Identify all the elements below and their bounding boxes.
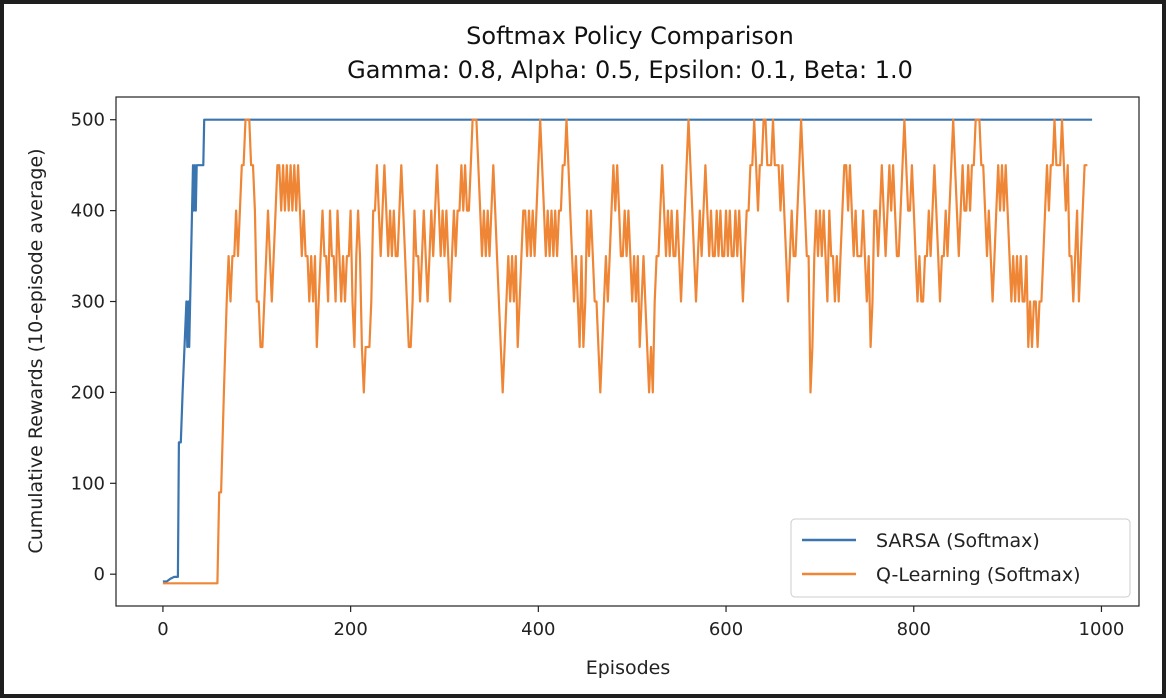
legend-label-sarsa: SARSA (Softmax) <box>876 530 1040 552</box>
series-line-sarsa <box>162 118 1093 583</box>
y-axis-label: Cumulative Rewards (10-episode average) <box>25 148 47 553</box>
series-line-qlearning <box>162 118 1088 585</box>
y-tick-label: 0 <box>94 564 105 585</box>
y-tick-label: 500 <box>71 110 105 131</box>
plot-frame <box>115 96 1140 607</box>
x-tick-label: 800 <box>897 619 931 640</box>
legend-label-qlearning: Q-Learning (Softmax) <box>876 564 1081 586</box>
y-tick-label: 300 <box>71 292 105 313</box>
chart-subtitle: Gamma: 0.8, Alpha: 0.5, Epsilon: 0.1, Be… <box>347 56 913 84</box>
tick-layer: 0 200 400 600 800 1000 0 100 200 300 400 500 <box>71 110 1125 640</box>
line-chart: Softmax Policy Comparison Gamma: 0.8, Al… <box>25 22 1140 679</box>
x-tick-label: 200 <box>333 619 367 640</box>
x-tick-label: 1000 <box>1079 619 1125 640</box>
legend-box <box>790 518 1131 598</box>
x-tick-label: 0 <box>157 619 168 640</box>
legend: SARSA (Softmax) Q-Learning (Softmax) <box>790 518 1131 598</box>
x-tick-label: 400 <box>521 619 555 640</box>
y-tick-label: 400 <box>71 201 105 222</box>
chart-title: Softmax Policy Comparison <box>466 22 794 50</box>
x-tick-label: 600 <box>709 619 743 640</box>
series-layer <box>162 118 1093 585</box>
chart-figure: Softmax Policy Comparison Gamma: 0.8, Al… <box>4 4 1162 694</box>
x-axis-label: Episodes <box>586 657 671 679</box>
y-tick-label: 200 <box>71 382 105 403</box>
y-tick-label: 100 <box>71 473 105 494</box>
